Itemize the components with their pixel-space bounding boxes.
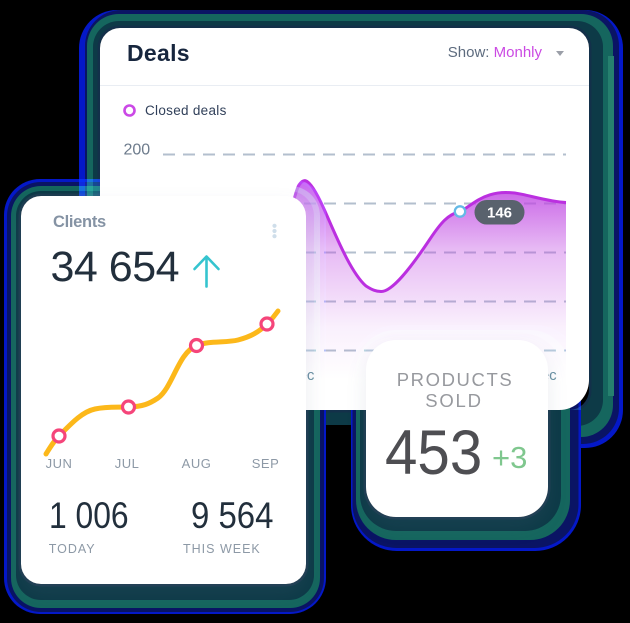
svg-text:Closed deals: Closed deals <box>145 103 227 118</box>
svg-text:JUN: JUN <box>46 456 73 471</box>
svg-text:146: 146 <box>487 205 512 222</box>
svg-text:SEP: SEP <box>252 456 280 471</box>
svg-text:200: 200 <box>124 142 151 159</box>
svg-text:JUL: JUL <box>115 456 140 471</box>
svg-text:AUG: AUG <box>182 456 212 471</box>
